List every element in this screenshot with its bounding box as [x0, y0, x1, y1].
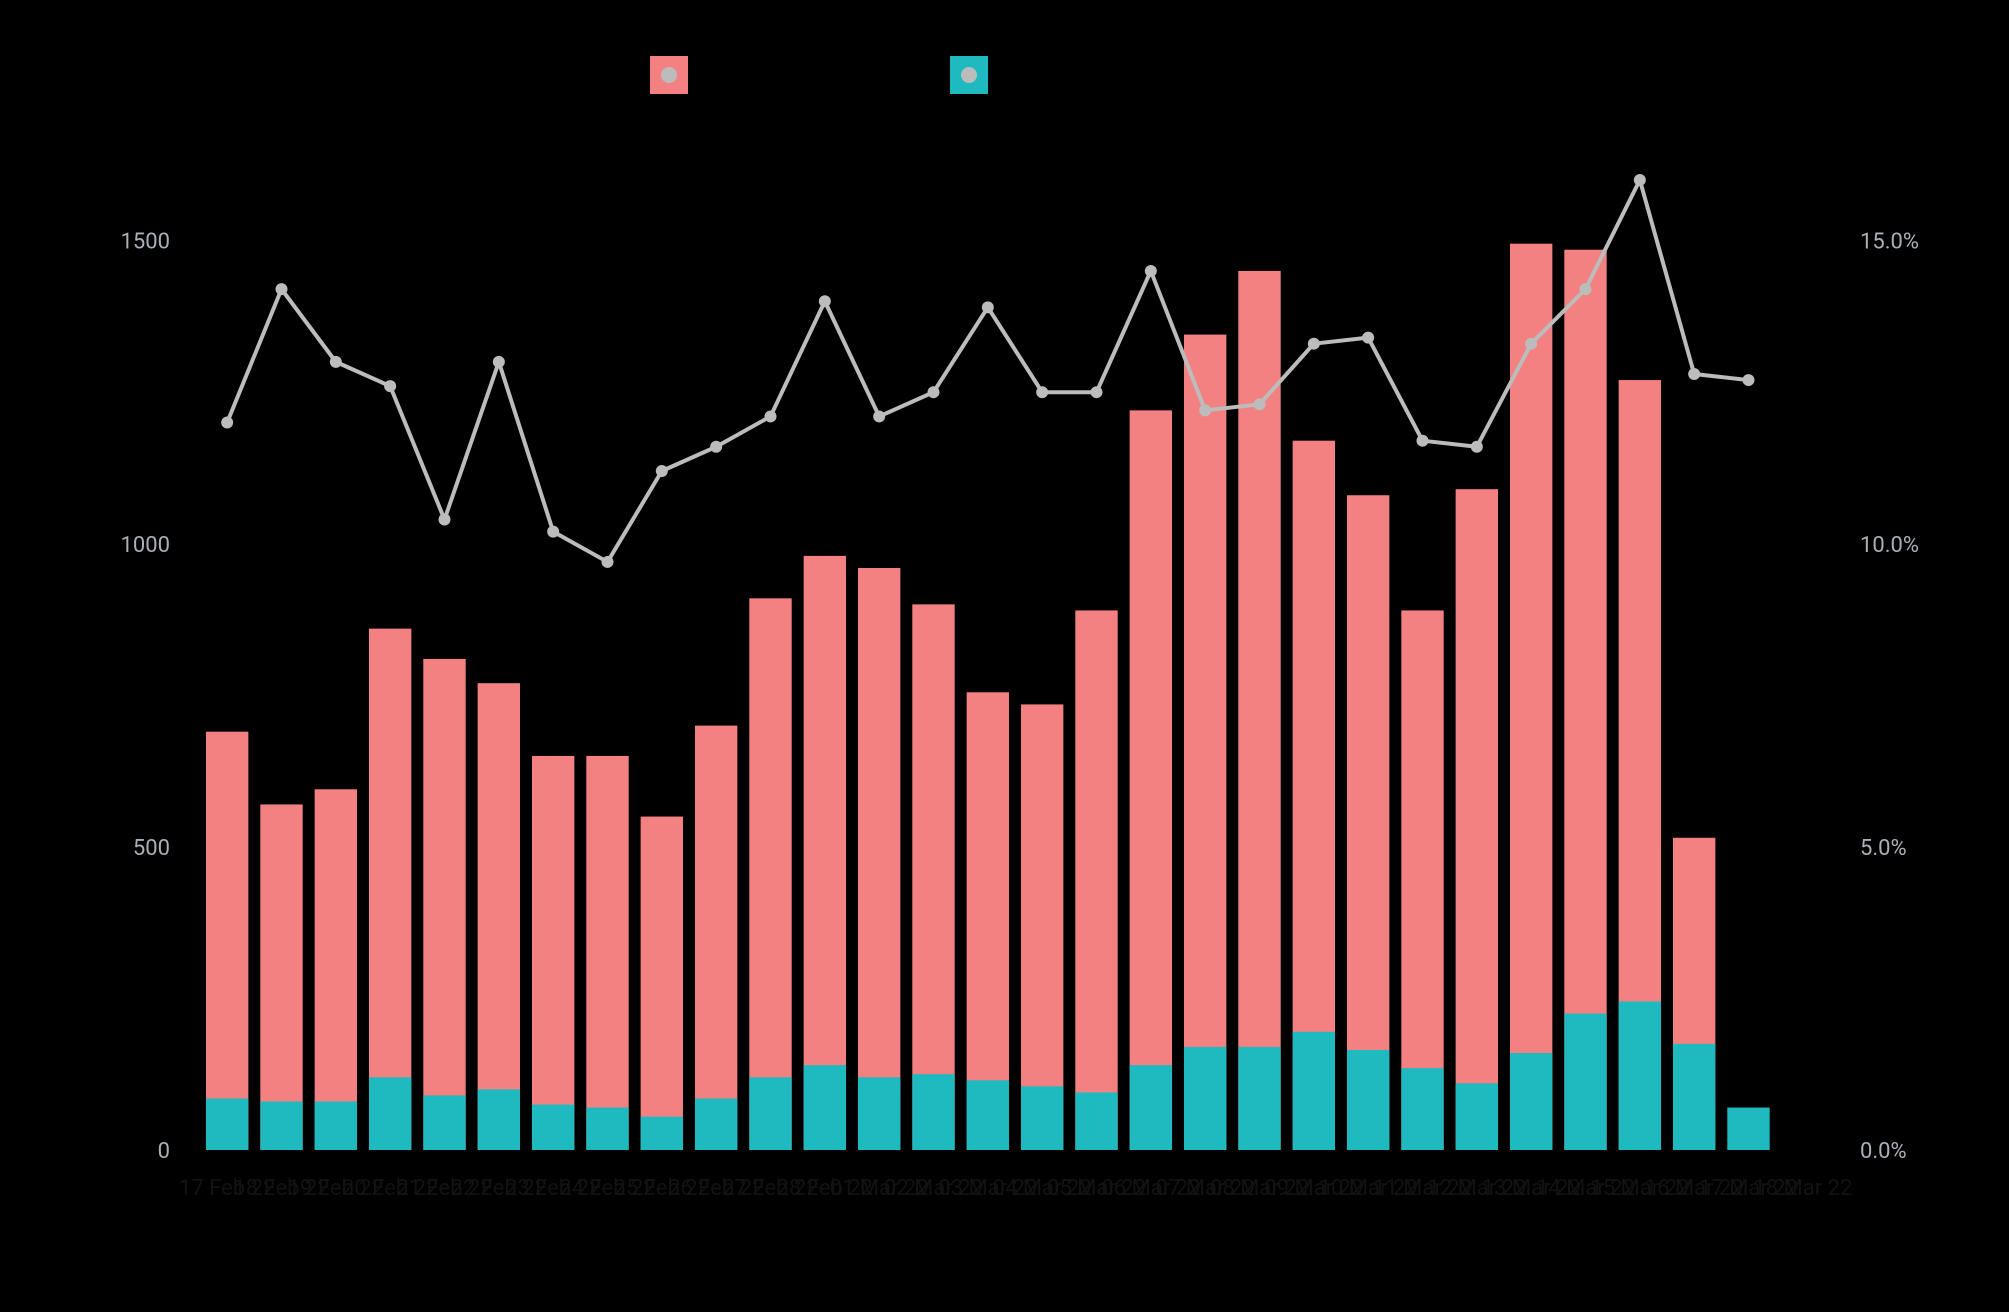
pct-marker [765, 410, 777, 422]
pct-marker [384, 380, 396, 392]
pct-marker [1362, 332, 1374, 344]
pct-marker [221, 417, 233, 429]
x-tick-label: 18 Mar 22 [1753, 1176, 1852, 1201]
pct-marker [1743, 374, 1755, 386]
pct-marker [1199, 404, 1211, 416]
bar-bottom [369, 1077, 411, 1150]
pct-marker [1417, 435, 1429, 447]
pct-marker [1254, 398, 1266, 410]
pct-marker [710, 441, 722, 453]
bar-bottom [1401, 1068, 1443, 1150]
bar-top [478, 683, 520, 1150]
bar-bottom [1293, 1032, 1335, 1150]
bar-top [423, 659, 465, 1150]
bar-top [586, 756, 628, 1150]
y-left-tick: 500 [133, 836, 170, 861]
bar-bottom [912, 1074, 954, 1150]
bar-bottom [1347, 1050, 1389, 1150]
bar-bottom [1456, 1083, 1498, 1150]
pct-marker [982, 301, 994, 313]
bar-bottom [1727, 1108, 1769, 1150]
bar-bottom [1510, 1053, 1552, 1150]
legend-swatch-2-dot [961, 67, 977, 83]
pct-marker [1634, 174, 1646, 186]
pct-marker [1580, 283, 1592, 295]
y-right-tick: 5.0% [1860, 836, 1907, 861]
bar-bottom [641, 1117, 683, 1150]
legend-swatch-1-dot [661, 67, 677, 83]
bar-bottom [804, 1065, 846, 1150]
bar-top [749, 598, 791, 1150]
pct-marker [602, 556, 614, 568]
bar-bottom [1619, 1001, 1661, 1150]
pct-marker [873, 410, 885, 422]
y-left-tick: 1500 [121, 230, 170, 255]
bar-top [1075, 610, 1117, 1150]
bar-bottom [967, 1080, 1009, 1150]
pct-marker [1308, 338, 1320, 350]
chart-svg: 0500100015000.0%5.0%10.0%15.0%17 Feb 221… [0, 0, 2009, 1312]
bar-top [1184, 335, 1226, 1150]
bar-bottom [532, 1105, 574, 1150]
bar-bottom [586, 1108, 628, 1150]
y-right-tick: 0.0% [1860, 1139, 1907, 1164]
bar-top [641, 817, 683, 1150]
bar-bottom [749, 1077, 791, 1150]
bar-bottom [260, 1102, 302, 1151]
bar-bottom [1184, 1047, 1226, 1150]
bar-bottom [1673, 1044, 1715, 1150]
bar-top [260, 804, 302, 1150]
pct-marker [1036, 386, 1048, 398]
bar-top [1021, 704, 1063, 1150]
pct-marker [493, 356, 505, 368]
bar-bottom [1238, 1047, 1280, 1150]
bar-bottom [315, 1102, 357, 1151]
bar-bottom [423, 1095, 465, 1150]
bar-bottom [1564, 1014, 1606, 1150]
bar-top [695, 726, 737, 1150]
pct-marker [1688, 368, 1700, 380]
y-right-tick: 10.0% [1860, 533, 1919, 558]
pct-marker [1145, 265, 1157, 277]
bar-top [315, 789, 357, 1150]
y-left-tick: 0 [158, 1139, 170, 1164]
bar-bottom [206, 1098, 248, 1150]
pct-marker [656, 465, 668, 477]
y-right-tick: 15.0% [1860, 230, 1919, 255]
pct-marker [547, 526, 559, 538]
pct-marker [1471, 441, 1483, 453]
y-left-tick: 1000 [121, 533, 170, 558]
bar-bottom [1130, 1065, 1172, 1150]
bar-top [1130, 410, 1172, 1150]
bar-bottom [858, 1077, 900, 1150]
bar-top [858, 568, 900, 1150]
bar-top [1510, 244, 1552, 1150]
bar-top [1456, 489, 1498, 1150]
pct-marker [1525, 338, 1537, 350]
bar-top [532, 756, 574, 1150]
pct-marker [330, 356, 342, 368]
pct-marker [439, 514, 451, 526]
bar-bottom [1075, 1092, 1117, 1150]
bar-bottom [695, 1098, 737, 1150]
pct-marker [928, 386, 940, 398]
bar-top [206, 732, 248, 1150]
bar-bottom [478, 1089, 520, 1150]
bar-top [912, 604, 954, 1150]
bar-bottom [1021, 1086, 1063, 1150]
pct-marker [276, 283, 288, 295]
bar-top [369, 629, 411, 1150]
pct-marker [1091, 386, 1103, 398]
combo-chart: 0500100015000.0%5.0%10.0%15.0%17 Feb 221… [0, 0, 2009, 1312]
bar-top [804, 556, 846, 1150]
pct-marker [819, 295, 831, 307]
